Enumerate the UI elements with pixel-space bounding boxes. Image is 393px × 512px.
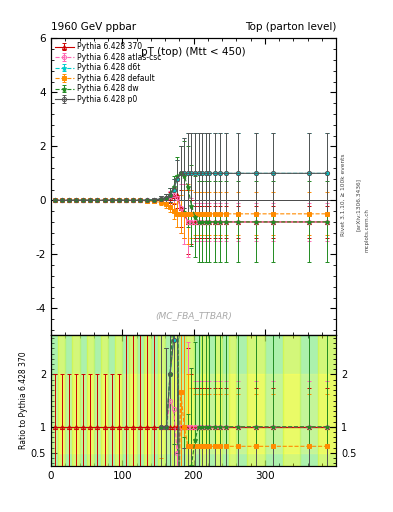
Text: pT (top) (Mtt < 450): pT (top) (Mtt < 450) — [141, 47, 246, 57]
Bar — [72, 335, 79, 466]
Bar — [318, 335, 336, 466]
Legend: Pythia 6.428 370, Pythia 6.428 atlas-csc, Pythia 6.428 d6t, Pythia 6.428 default: Pythia 6.428 370, Pythia 6.428 atlas-csc… — [53, 40, 163, 105]
Bar — [51, 335, 58, 466]
Bar — [283, 335, 300, 466]
Bar — [172, 335, 179, 466]
Bar — [94, 335, 101, 466]
Bar — [186, 335, 193, 466]
Bar — [115, 335, 122, 466]
Bar — [129, 335, 136, 466]
Text: mcplots.cern.ch: mcplots.cern.ch — [365, 208, 370, 252]
Text: (MC_FBA_TTBAR): (MC_FBA_TTBAR) — [155, 311, 232, 321]
Bar — [201, 335, 208, 466]
Bar — [122, 335, 129, 466]
Text: Rivet 3.1.10, ≥ 100k events: Rivet 3.1.10, ≥ 100k events — [341, 153, 346, 236]
Bar — [265, 335, 283, 466]
Bar — [79, 335, 87, 466]
Bar — [208, 335, 215, 466]
Bar — [51, 374, 336, 453]
Bar — [229, 335, 236, 466]
Bar — [87, 335, 94, 466]
Bar — [65, 335, 72, 466]
Bar — [179, 335, 186, 466]
Bar — [165, 335, 172, 466]
Bar — [222, 335, 229, 466]
Bar — [215, 335, 222, 466]
Bar — [300, 335, 318, 466]
Bar — [247, 335, 265, 466]
Bar — [193, 335, 201, 466]
Bar — [236, 335, 247, 466]
Text: [arXiv:1306.3436]: [arXiv:1306.3436] — [356, 178, 361, 231]
Text: Top (parton level): Top (parton level) — [244, 22, 336, 32]
Bar — [108, 335, 115, 466]
Bar — [151, 335, 158, 466]
Text: 1960 GeV ppbar: 1960 GeV ppbar — [51, 22, 136, 32]
Bar — [51, 335, 336, 466]
Bar — [101, 335, 108, 466]
Bar — [137, 335, 144, 466]
Bar — [58, 335, 65, 466]
Y-axis label: Ratio to Pythia 6.428 370: Ratio to Pythia 6.428 370 — [19, 352, 28, 450]
Bar — [144, 335, 151, 466]
Bar — [158, 335, 165, 466]
